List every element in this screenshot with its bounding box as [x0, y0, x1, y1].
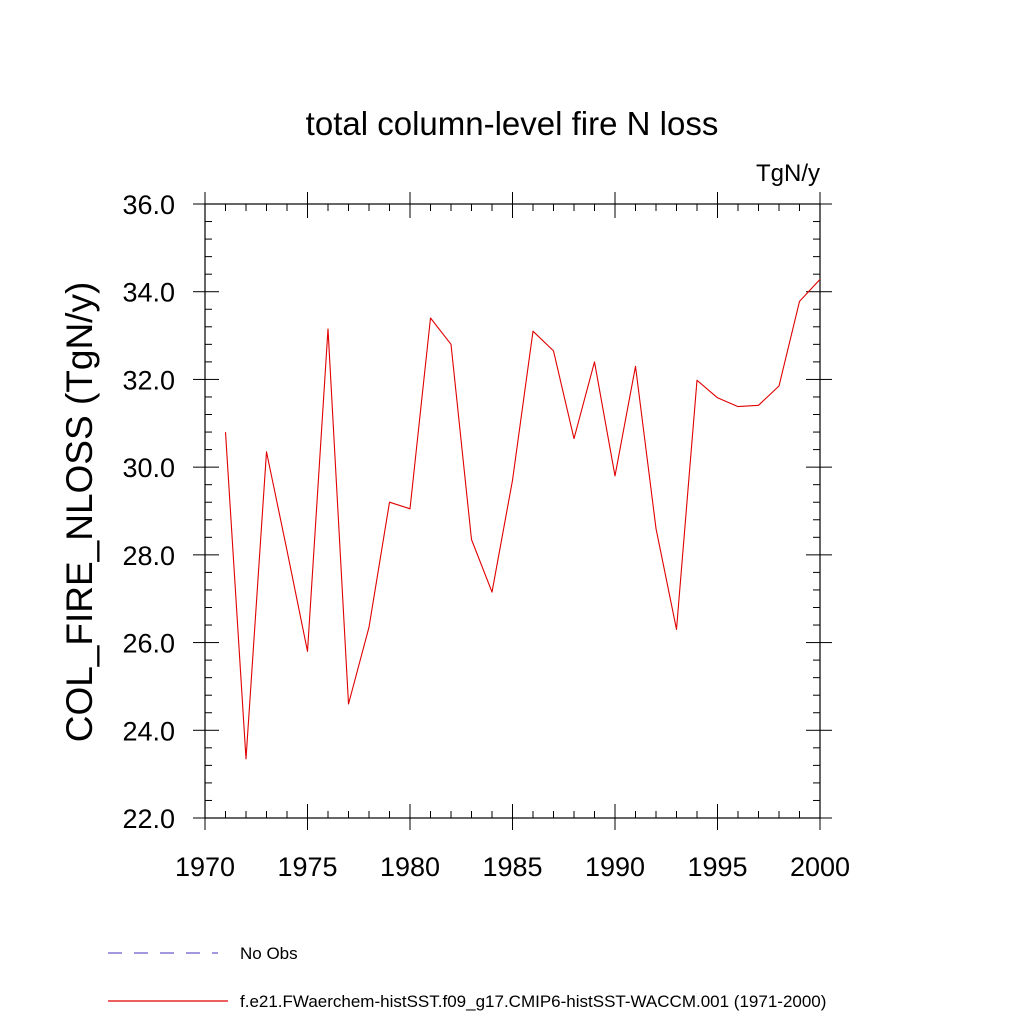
x-tick-label: 1970 [175, 852, 235, 882]
y-tick-label: 36.0 [122, 190, 175, 220]
legend-label-model-run: f.e21.FWaerchem-histSST.f09_g17.CMIP6-hi… [240, 992, 826, 1011]
legend: No Obs f.e21.FWaerchem-histSST.f09_g17.C… [108, 944, 826, 1011]
y-tick-label: 24.0 [122, 716, 175, 746]
chart-title: total column-level fire N loss [306, 105, 719, 142]
x-tick-label: 1995 [687, 852, 747, 882]
units-label: TgN/y [756, 160, 820, 187]
y-tick-label: 32.0 [122, 365, 175, 395]
series-line [224, 279, 821, 760]
x-tick-label: 2000 [790, 852, 850, 882]
legend-label-no-obs: No Obs [240, 944, 298, 963]
y-axis: 22.0 24.0 26.0 28.0 30.0 32.0 34.0 36.0 [122, 190, 832, 834]
plot-frame [204, 203, 821, 819]
y-tick-label: 22.0 [122, 804, 175, 834]
y-tick-label: 34.0 [122, 278, 175, 308]
y-tick-label: 26.0 [122, 629, 175, 659]
y-axis-label: COL_FIRE_NLOSS (TgN/y) [59, 282, 100, 743]
x-tick-label: 1980 [380, 852, 440, 882]
plot-lines [224, 279, 821, 760]
y-tick-label: 28.0 [122, 541, 175, 571]
x-tick-label: 1990 [585, 852, 645, 882]
x-axis: 1970 1975 1980 1985 1990 1995 2000 [175, 192, 850, 882]
y-tick-label: 30.0 [122, 453, 175, 483]
x-tick-label: 1975 [277, 852, 337, 882]
x-tick-label: 1985 [482, 852, 542, 882]
